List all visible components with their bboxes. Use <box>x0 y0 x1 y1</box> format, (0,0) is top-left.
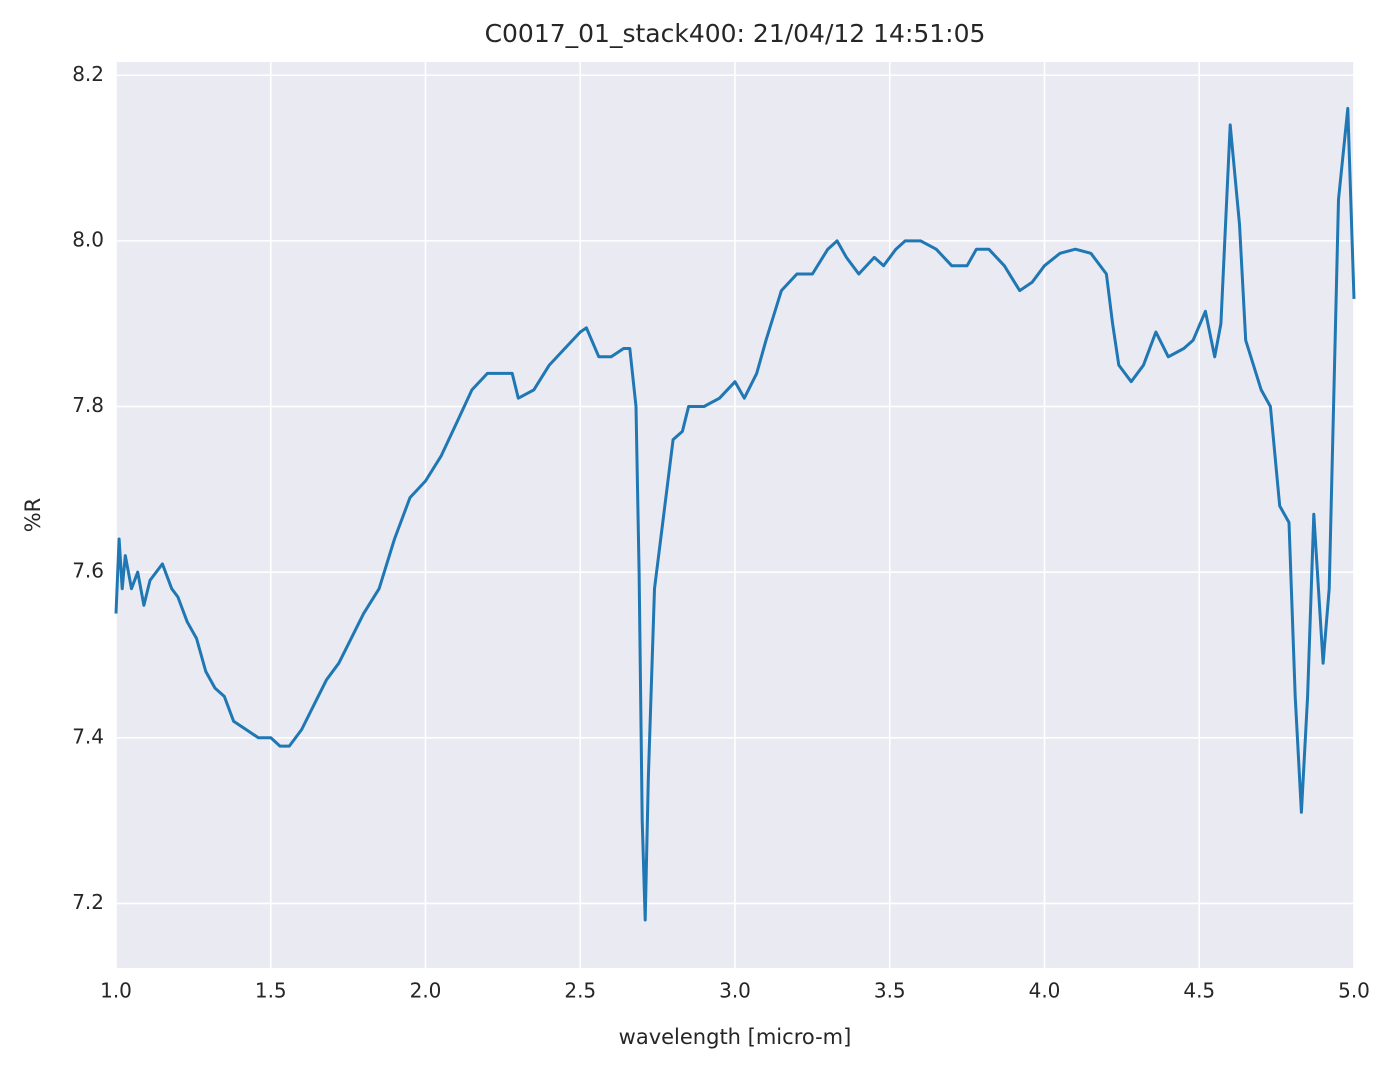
x-tick-label: 1.0 <box>100 979 132 1003</box>
y-tick-label: 7.2 <box>72 890 104 914</box>
x-tick-label: 3.0 <box>719 979 751 1003</box>
x-tick-label: 4.0 <box>1029 979 1061 1003</box>
x-tick-label: 4.5 <box>1183 979 1215 1003</box>
data-line <box>114 106 1356 922</box>
x-tick-label: 3.5 <box>874 979 906 1003</box>
y-axis-label: %R <box>21 498 45 533</box>
y-tick-label: 8.0 <box>72 227 104 251</box>
x-tick-label: 2.0 <box>410 979 442 1003</box>
x-tick-label: 1.5 <box>255 979 287 1003</box>
chart-title: C0017_01_stack400: 21/04/12 14:51:05 <box>485 19 986 48</box>
x-tick-label: 5.0 <box>1338 979 1370 1003</box>
y-tick-label: 7.8 <box>72 393 104 417</box>
y-tick-label: 7.4 <box>72 724 104 748</box>
y-tick-label: 7.6 <box>72 559 104 583</box>
x-tick-label: 2.5 <box>564 979 596 1003</box>
y-tick-label: 8.2 <box>72 62 104 86</box>
x-axis-label: wavelength [micro-m] <box>619 1025 852 1049</box>
